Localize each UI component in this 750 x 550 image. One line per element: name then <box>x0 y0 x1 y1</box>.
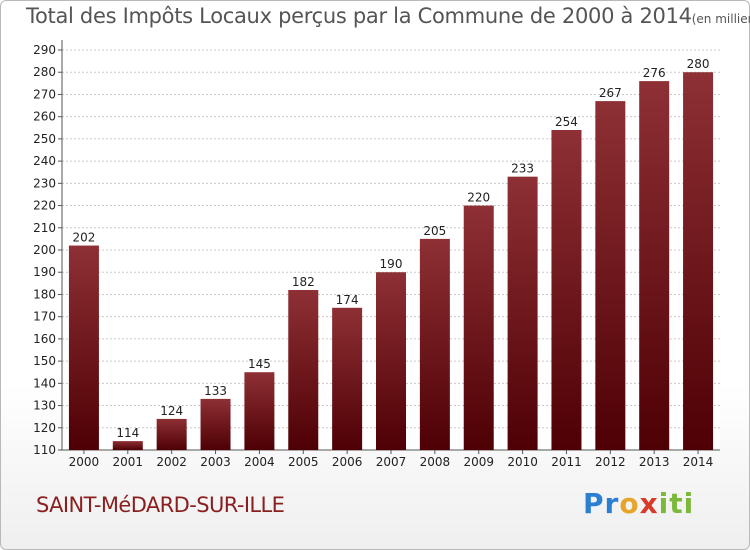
bar-value-label: 276 <box>643 66 666 80</box>
bar <box>507 176 538 450</box>
bar <box>639 81 670 450</box>
bar-value-label: 202 <box>72 231 95 245</box>
y-tick-label: 110 <box>33 443 56 457</box>
bar <box>288 290 319 450</box>
x-tick-label: 2005 <box>288 455 319 469</box>
commune-name: SAINT-MéDARD-SUR-ILLE <box>36 493 285 517</box>
bar-value-label: 254 <box>555 115 578 129</box>
chart-title: Total des Impôts Locaux perçus par la Co… <box>26 4 750 28</box>
x-tick-label: 2010 <box>507 455 538 469</box>
bar <box>463 205 494 450</box>
x-tick-label: 2012 <box>595 455 626 469</box>
y-tick-label: 190 <box>33 265 56 279</box>
y-tick-label: 260 <box>33 110 56 124</box>
bar <box>68 245 99 450</box>
y-tick-label: 150 <box>33 354 56 368</box>
bar <box>551 130 582 450</box>
x-tick-label: 2001 <box>113 455 144 469</box>
y-tick-label: 170 <box>33 310 56 324</box>
bar-value-label: 280 <box>687 57 710 71</box>
bar <box>419 238 450 450</box>
title-text: Total des Impôts Locaux perçus par la Co… <box>26 4 692 28</box>
x-tick-label: 2009 <box>463 455 494 469</box>
x-tick-label: 2000 <box>69 455 100 469</box>
bar <box>376 272 406 450</box>
y-tick-label: 280 <box>33 65 56 79</box>
y-tick-label: 250 <box>33 132 56 146</box>
x-tick-label: 2008 <box>420 455 451 469</box>
y-tick-label: 270 <box>33 87 56 101</box>
bar <box>332 307 363 450</box>
logo-part-2: o <box>619 487 640 520</box>
proxiti-logo: Proxiti <box>583 487 694 520</box>
bar <box>683 72 714 450</box>
bar-value-label: 233 <box>511 162 534 176</box>
bar-value-label: 124 <box>160 404 183 418</box>
bar <box>156 418 187 450</box>
y-tick-label: 130 <box>33 399 56 413</box>
y-tick-label: 220 <box>33 199 56 213</box>
bar-value-label: 190 <box>380 257 403 271</box>
x-tick-label: 2002 <box>156 455 187 469</box>
logo-part-3: x <box>639 487 659 520</box>
bar-value-label: 267 <box>599 86 622 100</box>
y-tick-label: 240 <box>33 154 56 168</box>
bar-value-label: 145 <box>248 357 271 371</box>
bar-value-label: 220 <box>467 191 490 205</box>
x-tick-label: 2014 <box>683 455 714 469</box>
bar <box>200 398 231 450</box>
y-tick-label: 120 <box>33 421 56 435</box>
y-tick-label: 200 <box>33 243 56 257</box>
bar-value-label: 182 <box>292 275 315 289</box>
x-tick-label: 2003 <box>200 455 231 469</box>
bar <box>244 372 275 450</box>
title-unit: (en milliers d'€) <box>691 12 750 26</box>
y-tick-label: 230 <box>33 176 56 190</box>
x-tick-label: 2004 <box>244 455 275 469</box>
x-tick-label: 2013 <box>639 455 670 469</box>
y-tick-label: 180 <box>33 287 56 301</box>
x-tick-label: 2006 <box>332 455 363 469</box>
y-tick-label: 290 <box>33 43 56 57</box>
bar-value-label: 114 <box>116 426 139 440</box>
bar-value-label: 205 <box>423 224 446 238</box>
logo-part-4: iti <box>658 487 695 520</box>
bar <box>112 441 143 450</box>
x-tick-label: 2011 <box>551 455 582 469</box>
y-tick-label: 160 <box>33 332 56 346</box>
bar-value-label: 133 <box>204 384 227 398</box>
logo-part-1: Pr <box>583 487 620 520</box>
y-tick-label: 210 <box>33 221 56 235</box>
bar <box>595 101 626 450</box>
bar-value-label: 174 <box>336 293 359 307</box>
x-tick-label: 2007 <box>376 455 407 469</box>
y-tick-label: 140 <box>33 376 56 390</box>
